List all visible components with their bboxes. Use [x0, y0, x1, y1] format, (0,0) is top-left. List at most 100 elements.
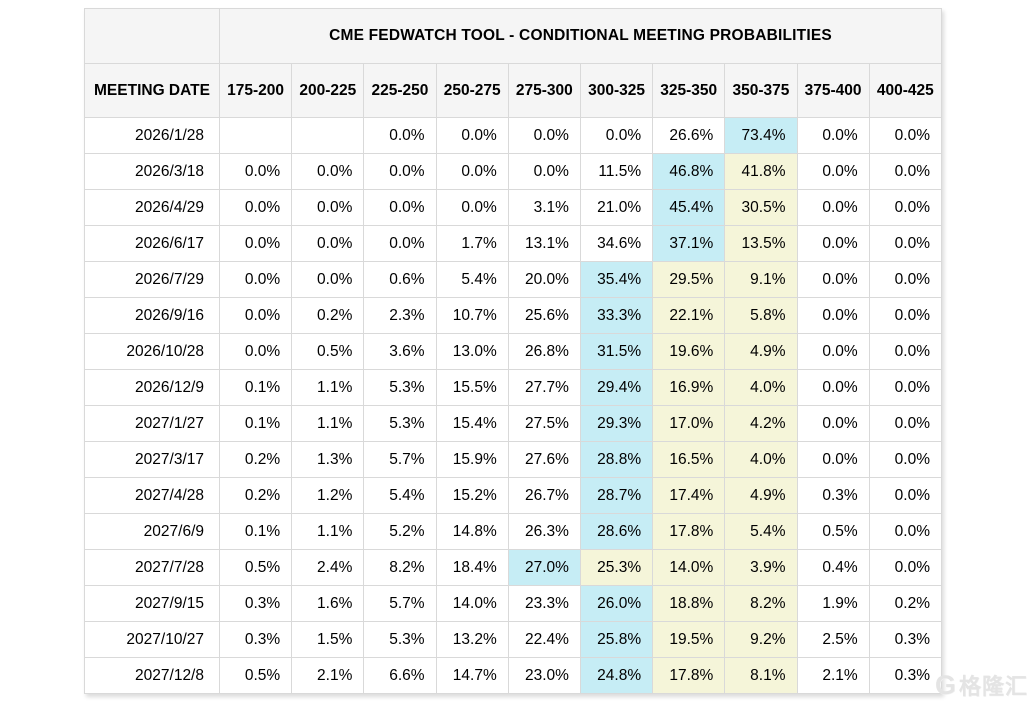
- probability-cell: 0.0%: [435, 153, 509, 190]
- probability-cell: 0.0%: [218, 297, 293, 334]
- table-row: 2026/1/28 0.0% 0.0% 0.0% 0.0% 26.6% 73.4% 0.0% 0…: [84, 117, 943, 154]
- probability-cell: 26.3%: [507, 513, 581, 550]
- probability-cell: 2.4%: [291, 549, 365, 586]
- probability-cell: 37.1%: [652, 225, 726, 262]
- probability-cell: 13.2%: [435, 621, 509, 658]
- probability-cell: 13.1%: [507, 225, 581, 262]
- probability-cell: 27.5%: [507, 405, 581, 442]
- probability-cell: 0.0%: [796, 189, 870, 226]
- probability-cell: 8.2%: [724, 585, 798, 622]
- probability-cell: 13.0%: [435, 333, 509, 370]
- probability-cell: 45.4%: [652, 189, 726, 226]
- probability-cell: 1.5%: [291, 621, 365, 658]
- probability-cell: 0.0%: [363, 117, 437, 154]
- probability-cell: 4.0%: [724, 369, 798, 406]
- probability-cell: 0.0%: [218, 153, 293, 190]
- probability-cell: 15.2%: [435, 477, 509, 514]
- probability-cell: 17.0%: [652, 405, 726, 442]
- probability-cell: 20.0%: [507, 261, 581, 298]
- probability-cell: 1.9%: [796, 585, 870, 622]
- probability-cell: 9.2%: [724, 621, 798, 658]
- probability-cell: 0.0%: [507, 117, 581, 154]
- probability-cell: 16.9%: [652, 369, 726, 406]
- probability-cell: 0.0%: [218, 333, 293, 370]
- probability-cell: 2.1%: [796, 657, 870, 694]
- rate-range-header: 300-325: [579, 63, 654, 118]
- probability-cell: 5.4%: [363, 477, 437, 514]
- probability-cell: 0.0%: [796, 297, 870, 334]
- meeting-date-cell: 2026/12/9: [84, 369, 220, 406]
- probability-cell: [291, 117, 365, 154]
- probability-cell: 4.2%: [724, 405, 798, 442]
- probability-cell: 29.4%: [579, 369, 654, 406]
- probability-cell: 6.6%: [363, 657, 437, 694]
- probability-cell: [218, 117, 293, 154]
- probability-cell: 0.0%: [868, 513, 943, 550]
- probability-cell: 0.0%: [868, 297, 943, 334]
- probability-cell: 0.0%: [291, 153, 365, 190]
- probability-cell: 33.3%: [579, 297, 654, 334]
- probability-cell: 30.5%: [724, 189, 798, 226]
- probability-cell: 3.6%: [363, 333, 437, 370]
- probability-cell: 0.0%: [796, 333, 870, 370]
- table-row: 2026/9/16 0.0% 0.2% 2.3% 10.7% 25.6% 33.3% 22.1…: [84, 297, 943, 334]
- column-header-row: MEETING DATE 175-200 200-225 225-250 250-27…: [84, 63, 943, 118]
- probability-cell: 26.0%: [579, 585, 654, 622]
- probability-cell: 0.0%: [363, 189, 437, 226]
- probability-cell: 10.7%: [435, 297, 509, 334]
- meeting-date-cell: 2026/1/28: [84, 117, 220, 154]
- meeting-date-cell: 2026/3/18: [84, 153, 220, 190]
- probability-cell: 4.9%: [724, 477, 798, 514]
- meeting-date-cell: 2026/6/17: [84, 225, 220, 262]
- meeting-date-cell: 2026/4/29: [84, 189, 220, 226]
- probability-cell: 0.3%: [218, 585, 293, 622]
- probability-cell: 0.0%: [291, 189, 365, 226]
- probability-cell: 23.0%: [507, 657, 581, 694]
- probability-cell: 0.0%: [868, 405, 943, 442]
- probability-cell: 5.3%: [363, 621, 437, 658]
- gelonghui-watermark-text: 格隆汇: [958, 674, 1028, 699]
- probability-cell: 0.0%: [868, 261, 943, 298]
- rate-range-header: 375-400: [796, 63, 870, 118]
- probability-cell: 0.0%: [507, 153, 581, 190]
- probability-cell: 34.6%: [579, 225, 654, 262]
- probability-cell: 1.1%: [291, 405, 365, 442]
- probability-cell: 0.4%: [796, 549, 870, 586]
- fedwatch-probability-table: CME FEDWATCH TOOL - CONDITIONAL MEETING …: [84, 8, 943, 694]
- probability-cell: 15.5%: [435, 369, 509, 406]
- probability-cell: 28.7%: [579, 477, 654, 514]
- probability-cell: 0.0%: [868, 477, 943, 514]
- probability-cell: 41.8%: [724, 153, 798, 190]
- probability-cell: 2.1%: [291, 657, 365, 694]
- probability-cell: 14.8%: [435, 513, 509, 550]
- table-row: 2026/10/28 0.0% 0.5% 3.6% 13.0% 26.8% 31.5% 19.…: [84, 333, 943, 370]
- probability-cell: 25.3%: [579, 549, 654, 586]
- probability-cell: 0.0%: [796, 117, 870, 154]
- probability-cell: 14.0%: [435, 585, 509, 622]
- probability-cell: 2.5%: [796, 621, 870, 658]
- rate-range-header: 175-200: [218, 63, 293, 118]
- probability-cell: 9.1%: [724, 261, 798, 298]
- table-row: 2026/4/29 0.0% 0.0% 0.0% 0.0% 3.1% 21.0% 45.4% 3…: [84, 189, 943, 226]
- table-title: CME FEDWATCH TOOL - CONDITIONAL MEETING …: [219, 8, 942, 64]
- probability-cell: 0.0%: [796, 369, 870, 406]
- probability-cell: 17.8%: [652, 513, 726, 550]
- probability-cell: 17.4%: [652, 477, 726, 514]
- probability-cell: 29.3%: [579, 405, 654, 442]
- probability-cell: 26.7%: [507, 477, 581, 514]
- rate-range-header: 325-350: [652, 63, 726, 118]
- probability-cell: 8.1%: [724, 657, 798, 694]
- probability-cell: 11.5%: [579, 153, 654, 190]
- probability-cell: 5.7%: [363, 441, 437, 478]
- probability-cell: 1.1%: [291, 369, 365, 406]
- probability-cell: 4.0%: [724, 441, 798, 478]
- probability-cell: 0.2%: [291, 297, 365, 334]
- meeting-date-cell: 2027/12/8: [84, 657, 220, 694]
- probability-cell: 0.2%: [218, 441, 293, 478]
- probability-cell: 5.8%: [724, 297, 798, 334]
- rate-range-header: 400-425: [868, 63, 943, 118]
- probability-cell: 17.8%: [652, 657, 726, 694]
- probability-cell: 21.0%: [579, 189, 654, 226]
- probability-cell: 0.2%: [868, 585, 943, 622]
- probability-cell: 5.7%: [363, 585, 437, 622]
